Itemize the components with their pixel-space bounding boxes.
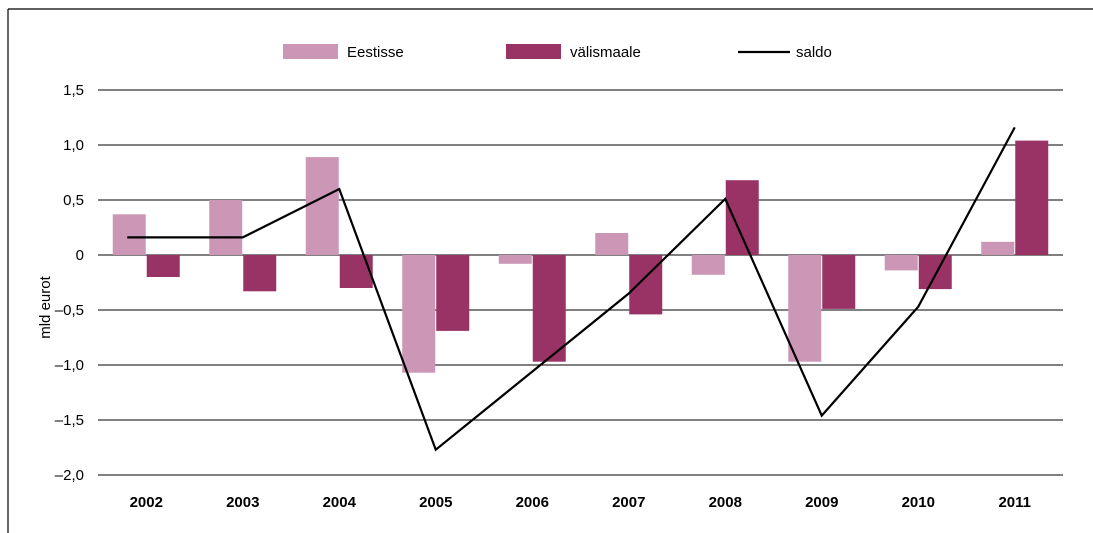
- x-category-label: 2007: [612, 494, 645, 511]
- y-tick-label: 1,0: [63, 137, 84, 154]
- bar-vlismaale-2008: [725, 180, 759, 255]
- x-category-label: 2010: [902, 494, 935, 511]
- legend-label: Eestisse: [347, 44, 404, 61]
- y-tick-label: 0,5: [63, 192, 84, 209]
- x-category-label: 2008: [709, 494, 742, 511]
- bar-eestisse-2005: [402, 255, 436, 373]
- bar-eestisse-2003: [209, 200, 243, 255]
- x-category-label: 2005: [419, 494, 452, 511]
- y-tick-label: –1,0: [55, 357, 84, 374]
- bar-eestisse-2007: [595, 233, 629, 255]
- legend-swatch-eestisse: [283, 44, 338, 59]
- legend-swatch-vlismaale: [506, 44, 561, 59]
- bar-vlismaale-2007: [629, 255, 663, 315]
- y-tick-label: –1,5: [55, 412, 84, 429]
- bar-eestisse-2011: [981, 241, 1015, 255]
- x-category-label: 2002: [130, 494, 163, 511]
- bar-vlismaale-2011: [1015, 140, 1049, 255]
- bar-vlismaale-2003: [243, 255, 277, 292]
- x-category-label: 2004: [323, 494, 357, 511]
- bar-vlismaale-2002: [146, 255, 180, 277]
- bar-eestisse-2008: [691, 255, 725, 275]
- y-tick-label: 0: [76, 247, 84, 264]
- x-category-label: 2011: [998, 494, 1031, 511]
- bar-eestisse-2002: [112, 214, 146, 255]
- bar-eestisse-2010: [884, 255, 918, 271]
- bar-eestisse-2004: [305, 157, 339, 255]
- y-axis-label: mld eurot: [37, 275, 54, 338]
- bar-vlismaale-2004: [339, 255, 373, 288]
- y-tick-label: 1,5: [63, 82, 84, 99]
- bar-eestisse-2009: [788, 255, 822, 362]
- bar-vlismaale-2006: [532, 255, 566, 362]
- x-category-label: 2003: [226, 494, 259, 511]
- bar-eestisse-2006: [498, 255, 532, 264]
- bar-vlismaale-2010: [918, 255, 952, 290]
- bar-vlismaale-2009: [822, 255, 856, 309]
- legend-label: saldo: [796, 44, 832, 61]
- y-tick-label: –0,5: [55, 302, 84, 319]
- x-category-label: 2006: [516, 494, 549, 511]
- x-category-label: 2009: [805, 494, 838, 511]
- y-tick-label: –2,0: [55, 467, 84, 484]
- bar-vlismaale-2005: [436, 255, 470, 331]
- saldo-line: [127, 126, 1016, 452]
- legend-label: välismaale: [570, 44, 641, 61]
